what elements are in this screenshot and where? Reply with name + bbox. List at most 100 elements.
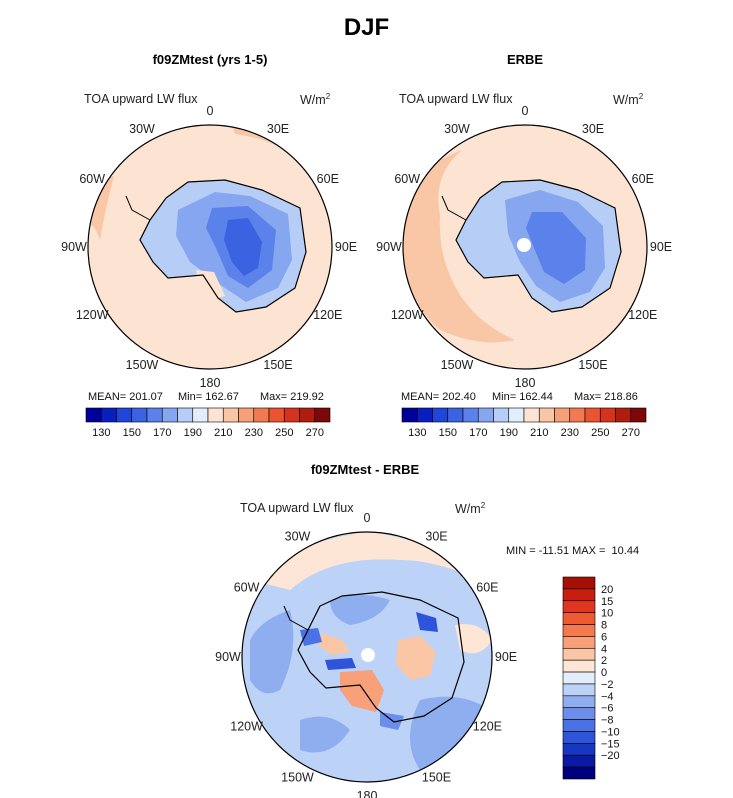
panel1-colorbar-swatch <box>131 407 148 423</box>
panel1-colorbar-swatch <box>314 407 331 423</box>
panel3-lon-label: 60E <box>476 581 498 595</box>
panel3-colorbar-swatch <box>562 707 596 720</box>
panel3-longitude-labels: 0 30E 60E 90E 120E 150E 180 150W 120W 90W 60W 30W <box>215 511 517 798</box>
panel2-colorbar-tick-label: 150 <box>439 427 457 439</box>
panel2-lon-label: 90E <box>650 240 672 254</box>
panel3-lon-label: 90W <box>215 650 241 664</box>
panel2-lon-label: 30E <box>582 122 604 136</box>
panel3-colorbar-swatch <box>562 766 596 780</box>
panel1-colorbar-swatch <box>100 407 117 423</box>
panel3-colorbar-swatch <box>562 671 596 685</box>
panel1-lon-label: 150E <box>263 358 292 372</box>
panel2-colorbar-swatch <box>538 407 555 423</box>
panel1-lon-label: 60E <box>317 172 339 186</box>
panel1-colorbar-tick-label: 130 <box>92 427 110 439</box>
panel3-colorbar-swatch <box>562 683 596 697</box>
panel1-colorbar-swatch <box>299 407 316 423</box>
panel2-colorbar-swatch <box>554 407 571 423</box>
panel3-colorbar-tick-label: 10 <box>601 608 613 620</box>
panel1-lon-label: 150W <box>126 358 159 372</box>
panel1-units-label: W/m2 <box>300 92 331 108</box>
panel2-max-stat: Max= 218.86 <box>574 391 638 403</box>
panel1-mean-stat: MEAN= 201.07 <box>88 391 163 403</box>
panel2-lon-label: 120W <box>391 308 424 322</box>
panel1-title: f09ZMtest (yrs 1-5) <box>152 52 268 67</box>
panel3-colorbar-tick-label: −8 <box>601 715 614 727</box>
main-title: DJF <box>343 14 390 41</box>
panel2-colorbar-swatch <box>477 407 494 423</box>
panel1-colorbar-swatch <box>161 407 178 423</box>
panel2-colorbar-tick-label: 230 <box>561 427 579 439</box>
panel2-variable-label: TOA upward LW flux <box>399 92 513 106</box>
panel3-colorbar-swatch <box>562 588 596 602</box>
panel3-title: f09ZMtest - ERBE <box>310 462 420 477</box>
panel2-colorbar-swatch <box>599 407 616 423</box>
panel3-lon-label: 150E <box>422 770 451 784</box>
panel3-colorbar-swatch <box>562 719 596 732</box>
panel1-colorbar-swatch <box>253 407 270 423</box>
panel2-colorbar-tick-label: 170 <box>469 427 487 439</box>
panel1-lon-label: 120W <box>76 308 109 322</box>
panel1-colorbar-swatch <box>177 407 194 423</box>
panel2-colorbar-tick-label: 250 <box>591 427 609 439</box>
panel1-colorbar-swatch <box>268 407 285 423</box>
panel1-colorbar-swatch <box>85 407 102 423</box>
panel2-lon-label: 150W <box>441 358 474 372</box>
panel3-lon-label: 60W <box>234 581 260 595</box>
panel3-colorbar-tick-label: −6 <box>601 703 614 715</box>
panel2-colorbar-swatch <box>508 407 525 423</box>
panel1-colorbar-swatch <box>116 407 133 423</box>
panel2-colorbar-swatch <box>493 407 510 423</box>
panel1-variable-label: TOA upward LW flux <box>84 92 198 106</box>
panel2-lon-label: 120E <box>628 308 657 322</box>
panel1-colorbar-swatch <box>192 407 209 423</box>
panel3-lon-label: 120E <box>473 720 502 734</box>
panel2-colorbar: 130 150 170 190 210 230 250 270 <box>401 407 647 439</box>
panel1-min-stat: Min= 162.67 <box>178 391 239 403</box>
panel1-colorbar: 130 150 170 190 210 230 250 270 <box>85 407 331 439</box>
panel1-colorbar-tick-label: 230 <box>245 427 263 439</box>
panel2-colorbar-swatch <box>462 407 479 423</box>
panel1-lon-label: 180 <box>200 376 221 390</box>
panel3-colorbar-tick-label: 8 <box>601 620 607 632</box>
panel3-colorbar-tick-label: −10 <box>601 727 620 739</box>
panel2-longitude-labels: 0 30E 60E 90E 120E 150E 180 150W 120W 90W 60W 30W <box>376 104 672 390</box>
panel3-lon-label: 0 <box>364 511 371 525</box>
panel1-colorbar-tick-label: 250 <box>275 427 293 439</box>
panel2-lon-label: 0 <box>522 104 529 118</box>
panel3-colorbar-tick-label: −20 <box>601 750 620 762</box>
panel2-colorbar-swatch <box>630 407 647 423</box>
panel1-lon-label: 30W <box>129 122 155 136</box>
panel2-lon-label: 150E <box>578 358 607 372</box>
panel3-colorbar-tick-label: 2 <box>601 655 607 667</box>
panel2-lon-label: 90W <box>376 240 402 254</box>
panel2-colorbar-swatch <box>615 407 632 423</box>
panel3-colorbar-swatch <box>562 647 596 661</box>
panel1-longitude-labels: 0 30E 60E 90E 120E 150E 180 150W 120W 90W 60W 30W <box>61 104 357 390</box>
panel1-colorbar-tick-label: 170 <box>153 427 171 439</box>
panel3-colorbar-swatch <box>562 624 596 637</box>
panel3-colorbar-tick-label: −15 <box>601 738 620 750</box>
panel3-lon-label: 90E <box>495 650 517 664</box>
panel1-lon-label: 30E <box>267 122 289 136</box>
panel3-lon-label: 120W <box>230 720 263 734</box>
panel2-lon-label: 60W <box>394 172 420 186</box>
panel2-colorbar-swatch <box>401 407 418 423</box>
panel2-colorbar-swatch <box>569 407 586 423</box>
panel2-colorbar-tick-label: 130 <box>408 427 426 439</box>
panel3-colorbar-swatch <box>562 600 596 613</box>
panel1-lon-label: 60W <box>79 172 105 186</box>
panel1-colorbar-tick-label: 190 <box>184 427 202 439</box>
panel1-colorbar-swatch <box>283 407 300 423</box>
panel3-colorbar-swatch <box>562 576 596 590</box>
panel1-lon-label: 90W <box>61 240 87 254</box>
panel2-colorbar-tick-label: 210 <box>530 427 548 439</box>
panel3-colorbar-tick-label: −2 <box>601 679 614 691</box>
panel1-max-stat: Max= 219.92 <box>260 391 324 403</box>
panel2-mean-stat: MEAN= 202.40 <box>401 391 476 403</box>
panel1-colorbar-swatch <box>207 407 224 423</box>
panel1-colorbar-tick-label: 210 <box>214 427 232 439</box>
panel2-colorbar-swatch <box>432 407 449 423</box>
